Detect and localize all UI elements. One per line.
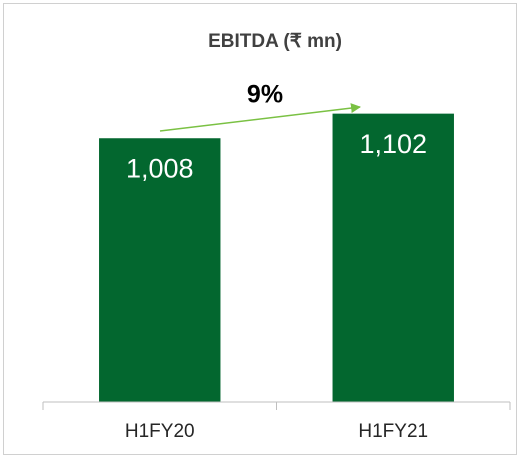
x-tick-label: H1FY21	[358, 421, 428, 442]
data-label: 1,008	[126, 153, 194, 183]
growth-annotation: 9%	[247, 81, 283, 109]
growth-arrow	[159, 103, 361, 132]
data-label: 1,102	[359, 129, 427, 159]
bar	[332, 113, 454, 402]
bar	[99, 138, 221, 403]
x-tick-label: H1FY20	[125, 421, 195, 442]
chart-title: EBITDA (₹ mn)	[208, 31, 342, 52]
plot: H1FY20 1,008 H1FY21 1,102	[99, 113, 454, 442]
